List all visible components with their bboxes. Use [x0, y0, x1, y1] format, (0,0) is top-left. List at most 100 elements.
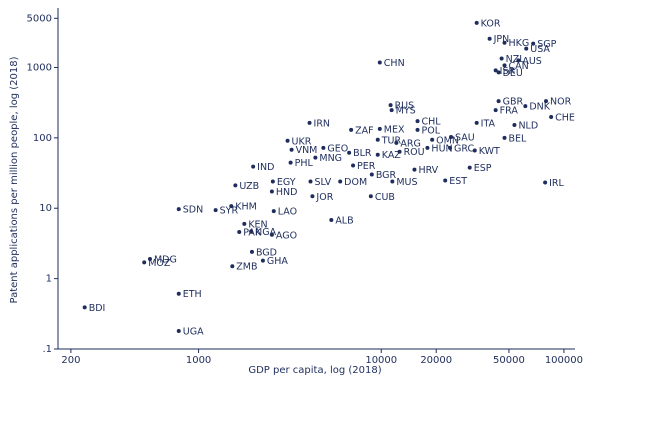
point [502, 63, 507, 68]
y-axis-title: Patent applications per million people, … [9, 56, 20, 303]
point [347, 150, 352, 155]
point-label: SYR [220, 206, 239, 217]
point [230, 264, 235, 269]
point [448, 145, 453, 150]
point-label: MNG [319, 153, 342, 164]
point-label: BEL [509, 133, 528, 144]
point [543, 180, 548, 185]
point-label: CAN [509, 61, 529, 72]
point-label: NZL [506, 54, 526, 65]
y-tick-label: 10 [39, 203, 52, 214]
point-label: JPN [493, 34, 510, 45]
point-label: DOM [344, 177, 367, 188]
point-label: PAK [243, 227, 262, 238]
point-label: MDG [154, 255, 177, 266]
point [523, 104, 528, 109]
point-label: ESP [474, 163, 492, 174]
point [176, 329, 181, 334]
point [313, 155, 318, 160]
point-label: HND [276, 187, 298, 198]
point-label: DEU [503, 68, 523, 79]
point [474, 120, 479, 125]
point-label: TUR [381, 135, 402, 146]
point-label: IRL [549, 178, 564, 189]
point [233, 183, 238, 188]
point-label: JOR [315, 192, 333, 203]
point-label: CHL [422, 117, 442, 128]
point-label: KOR [481, 18, 501, 29]
point [524, 46, 529, 51]
point-label: POL [422, 125, 441, 136]
point-label: BLR [353, 148, 372, 159]
point-label: CUB [375, 192, 395, 203]
point [415, 119, 420, 124]
point [493, 68, 498, 73]
point [82, 305, 87, 310]
point-label: NLD [518, 121, 538, 132]
point [390, 179, 395, 184]
point-label: GRC [454, 143, 474, 154]
point-label: GEO [327, 143, 348, 154]
point [493, 108, 498, 113]
point [271, 209, 276, 214]
point-label: GBR [503, 97, 524, 108]
point [321, 145, 326, 150]
point [512, 123, 517, 128]
point [430, 137, 435, 142]
point [412, 167, 417, 172]
point-label: PHL [295, 158, 314, 169]
point-label: ISR [500, 66, 516, 77]
point [375, 137, 380, 142]
point [415, 127, 420, 132]
point [251, 164, 256, 169]
point-label: GHA [267, 256, 289, 267]
point [176, 291, 181, 296]
point-label: LAO [278, 207, 297, 218]
point [176, 207, 181, 212]
point [260, 258, 265, 263]
point [288, 160, 293, 165]
point [502, 135, 507, 140]
point-label: KHM [235, 202, 257, 213]
point [467, 165, 472, 170]
y-tick-label: 1000 [27, 62, 52, 73]
point-label: NOR [550, 97, 572, 108]
point-label: BGR [376, 170, 397, 181]
point [310, 194, 315, 199]
point-label: RUS [395, 101, 415, 112]
x-tick-label: 20000 [420, 355, 452, 366]
point [269, 232, 274, 237]
point-label: KWT [479, 146, 500, 157]
point-label: AGO [276, 230, 297, 241]
point [308, 179, 313, 184]
x-tick-label: 100000 [545, 355, 583, 366]
point [449, 134, 454, 139]
point-label: SDN [183, 205, 203, 216]
x-tick-label: 10000 [365, 355, 397, 366]
point-label: ROU [404, 147, 425, 158]
point-label: MEX [384, 124, 405, 135]
point [496, 99, 501, 104]
point [496, 70, 501, 75]
point [377, 126, 382, 131]
point [397, 149, 402, 154]
point [289, 147, 294, 152]
y-tick-label: .1 [42, 344, 52, 355]
point [544, 99, 549, 104]
point-label: UKR [292, 136, 312, 147]
point-label: UZB [239, 181, 259, 192]
point [242, 221, 247, 226]
point-label: BGD [256, 247, 277, 258]
point-label: IND [257, 162, 274, 173]
point [443, 178, 448, 183]
point [375, 152, 380, 157]
point [531, 41, 536, 46]
point [487, 36, 492, 41]
point [270, 179, 275, 184]
point [229, 204, 234, 209]
y-tick-label: 100 [33, 133, 52, 144]
x-axis-title: GDP per capita, log (2018) [248, 365, 381, 376]
y-tick-label: 1 [46, 274, 52, 285]
point-label: ITA [481, 118, 496, 129]
point [369, 172, 374, 177]
